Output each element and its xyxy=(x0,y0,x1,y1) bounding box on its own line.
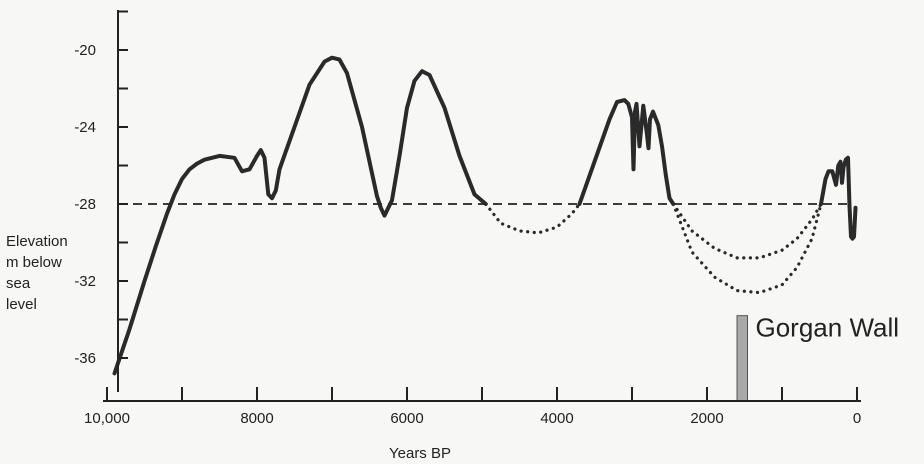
y-tick-label: -24 xyxy=(74,119,96,136)
y-axis-label-line: m below xyxy=(6,254,62,271)
y-axis-label-line: Elevation xyxy=(6,233,68,250)
x-axis-label: Years BP xyxy=(389,445,451,462)
y-tick-label: -36 xyxy=(74,350,96,367)
annotation-layer: Gorgan Wall xyxy=(736,313,900,402)
x-tick-label: 10,000 xyxy=(84,410,130,427)
gorgan-wall-label: Gorgan Wall xyxy=(756,313,900,343)
solid-series-line xyxy=(112,55,488,376)
y-tick-label: -28 xyxy=(74,196,96,213)
y-tick-label: -32 xyxy=(74,273,96,290)
dotted-series-line xyxy=(671,202,823,295)
x-tick-label: 2000 xyxy=(690,410,723,427)
y-axis-label: Elevation m below sea level xyxy=(6,233,68,313)
y-axis-label-line: sea xyxy=(6,275,31,292)
y-tick-label: -20 xyxy=(74,42,96,59)
gorgan-wall-bar xyxy=(736,315,748,402)
dotted-series-line xyxy=(484,202,582,235)
x-tick-label: 6000 xyxy=(390,410,423,427)
dotted-series-line xyxy=(671,202,823,260)
solid-series-line xyxy=(577,98,676,206)
x-tick-label: 8000 xyxy=(240,410,273,427)
series-layer xyxy=(112,55,858,376)
x-tick-label: 4000 xyxy=(540,410,573,427)
x-tick-label: 0 xyxy=(853,410,861,427)
axis-layer: -20 -24 -28 -32 -36 10,000 8000 6000 4000 2000 0 xyxy=(74,10,861,427)
solid-series-line xyxy=(819,155,858,241)
y-axis-label-line: level xyxy=(6,296,37,313)
